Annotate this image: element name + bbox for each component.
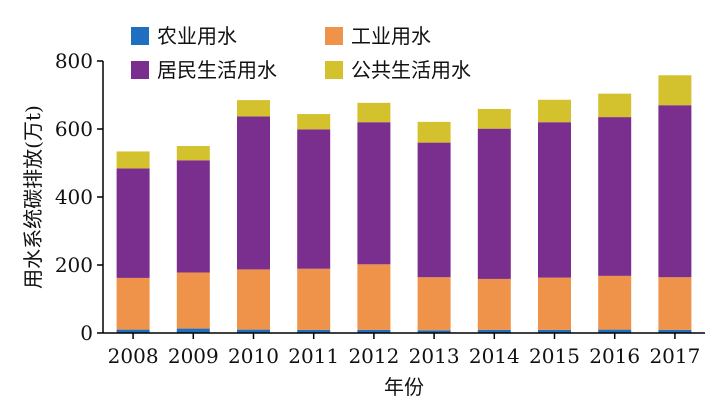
legend-swatch-1 <box>131 27 149 45</box>
bar-2011-series-2 <box>297 268 331 330</box>
bar-2012-series-4 <box>357 102 391 123</box>
bar-2010-series-3 <box>237 116 270 270</box>
x-tick-label: 2010 <box>228 344 279 368</box>
bar-2016-series-3 <box>598 117 632 276</box>
x-tick-label: 2008 <box>108 344 159 368</box>
x-tick-label: 2011 <box>288 344 339 368</box>
bar-2017-series-1 <box>658 329 692 333</box>
y-tick-label: 200 <box>55 253 93 277</box>
legend-label-4: 公共生活用水 <box>351 58 471 82</box>
bar-2017-series-4 <box>658 75 692 106</box>
x-tick-label: 2015 <box>529 344 580 368</box>
bar-2010-series-4 <box>237 100 270 117</box>
bar-2016-series-4 <box>598 93 632 118</box>
bar-2012-series-3 <box>357 122 391 265</box>
bar-2008-series-4 <box>116 151 150 169</box>
bar-2013-series-2 <box>417 277 451 331</box>
bar-2009-series-1 <box>176 328 210 333</box>
bar-2013-series-1 <box>417 330 451 333</box>
bar-2008-series-2 <box>116 277 150 330</box>
legend-label-3: 居民生活用水 <box>157 58 277 82</box>
y-tick-label: 600 <box>55 117 93 141</box>
x-tick-label: 2016 <box>589 344 640 368</box>
bar-2013-series-3 <box>417 142 451 278</box>
bar-2012-series-1 <box>357 329 391 333</box>
legend-swatch-4 <box>325 61 343 79</box>
bar-2013-series-4 <box>417 121 451 143</box>
legend-swatch-3 <box>131 61 149 79</box>
bar-2011-series-3 <box>297 129 331 269</box>
bar-2014-series-4 <box>477 108 511 129</box>
bar-2009-series-3 <box>176 160 210 273</box>
y-tick-label: 400 <box>55 185 93 209</box>
x-tick-label: 2009 <box>168 344 219 368</box>
bar-2009-series-2 <box>176 272 210 329</box>
bar-2011-series-4 <box>297 114 331 130</box>
bar-2011-series-1 <box>297 329 331 333</box>
x-axis-title: 年份 <box>384 375 424 399</box>
legend-label-1: 农业用水 <box>157 24 237 48</box>
legend-label-2: 工业用水 <box>351 24 431 48</box>
bar-2012-series-2 <box>357 264 391 330</box>
bar-2008-series-3 <box>116 168 150 278</box>
y-axis-title: 用水系统碳排放(万t) <box>21 105 45 289</box>
y-axis-ticks: 0 200 400 600 800 <box>55 49 103 345</box>
bar-2016-series-2 <box>598 275 632 330</box>
bar-2017-series-2 <box>658 277 692 330</box>
x-tick-label: 2012 <box>348 344 399 368</box>
bar-2016-series-1 <box>598 329 632 333</box>
x-tick-label: 2017 <box>649 344 700 368</box>
bar-2014-series-3 <box>477 128 511 279</box>
bar-2010-series-1 <box>237 329 270 333</box>
x-axis-ticks: 2008 2009 2010 2011 2012 2013 2014 2015 2016 2017 <box>108 333 700 368</box>
x-tick-label: 2013 <box>409 344 460 368</box>
x-tick-label: 2014 <box>469 344 520 368</box>
legend-swatch-2 <box>325 27 343 45</box>
bar-2009-series-4 <box>176 146 210 161</box>
bar-2014-series-2 <box>477 278 511 330</box>
bar-2010-series-2 <box>237 269 270 330</box>
bar-2015-series-4 <box>538 99 571 123</box>
y-tick-label: 800 <box>55 49 93 73</box>
bar-2017-series-3 <box>658 105 692 278</box>
y-tick-label: 0 <box>80 321 93 345</box>
bar-2015-series-2 <box>538 277 571 330</box>
bar-2008-series-1 <box>116 329 150 333</box>
bar-2014-series-1 <box>477 329 511 333</box>
plot-area <box>116 75 692 333</box>
bar-2015-series-1 <box>538 329 571 333</box>
bar-2015-series-3 <box>538 122 571 278</box>
